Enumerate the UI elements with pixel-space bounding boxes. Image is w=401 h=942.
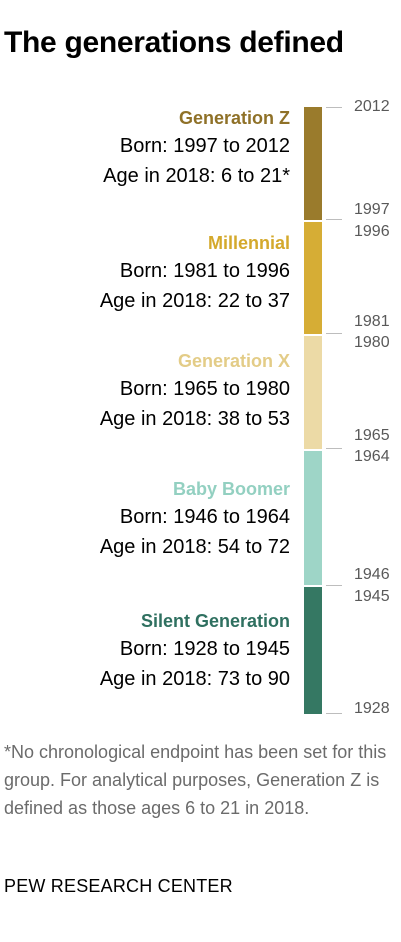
silent-generation-block: Silent Generation Born: 1928 to 1945 Age… xyxy=(5,608,290,694)
tick-1981 xyxy=(326,333,342,334)
generation-x-born: Born: 1965 to 1980 xyxy=(119,378,290,400)
generation-x-name: Generation X xyxy=(177,351,290,371)
baby-boomer-block: Baby Boomer Born: 1946 to 1964 Age in 20… xyxy=(5,476,290,562)
silent-generation-age: Age in 2018: 73 to 90 xyxy=(99,668,290,690)
millennial-bar xyxy=(304,222,322,334)
year-label-1997: 1997 xyxy=(354,201,390,218)
generation-x-block: Generation X Born: 1965 to 1980 Age in 2… xyxy=(5,348,290,434)
year-label-1980: 1980 xyxy=(354,334,390,351)
tick-1997 xyxy=(326,219,342,220)
generation-z-born: Born: 1997 to 2012 xyxy=(119,135,290,157)
millennial-born: Born: 1981 to 1996 xyxy=(119,260,290,282)
generation-z-age: Age in 2018: 6 to 21* xyxy=(103,165,290,187)
generation-x-bar xyxy=(304,336,322,449)
footnote: *No chronological endpoint has been set … xyxy=(4,742,387,818)
year-label-1928: 1928 xyxy=(354,700,390,717)
millennial-block: Millennial Born: 1981 to 1996 Age in 201… xyxy=(5,230,290,316)
source-label: PEW RESEARCH CENTER xyxy=(4,876,233,896)
millennial-age: Age in 2018: 22 to 37 xyxy=(99,290,290,312)
millennial-name: Millennial xyxy=(207,233,290,253)
year-label-1964: 1964 xyxy=(354,448,390,465)
year-label-2012: 2012 xyxy=(354,98,390,115)
tick-1946 xyxy=(326,585,342,586)
baby-boomer-bar xyxy=(304,451,322,585)
year-label-1946: 1946 xyxy=(354,566,390,583)
year-label-1945: 1945 xyxy=(354,588,390,605)
generation-z-name: Generation Z xyxy=(178,108,290,128)
year-label-1965: 1965 xyxy=(354,427,390,444)
year-label-1996: 1996 xyxy=(354,223,390,240)
tick-1928 xyxy=(326,713,342,714)
year-label-1981: 1981 xyxy=(354,313,390,330)
generation-z-bar xyxy=(304,107,322,220)
silent-generation-bar xyxy=(304,587,322,714)
generation-z-block: Generation Z Born: 1997 to 2012 Age in 2… xyxy=(5,105,290,191)
baby-boomer-born: Born: 1946 to 1964 xyxy=(119,506,290,528)
baby-boomer-name: Baby Boomer xyxy=(172,479,290,499)
silent-generation-born: Born: 1928 to 1945 xyxy=(119,638,290,660)
tick-2012 xyxy=(326,107,342,108)
tick-1965 xyxy=(326,448,342,449)
generation-x-age: Age in 2018: 38 to 53 xyxy=(99,408,290,430)
baby-boomer-age: Age in 2018: 54 to 72 xyxy=(99,536,290,558)
silent-generation-name: Silent Generation xyxy=(140,611,290,631)
page-title: The generations defined xyxy=(4,26,344,59)
